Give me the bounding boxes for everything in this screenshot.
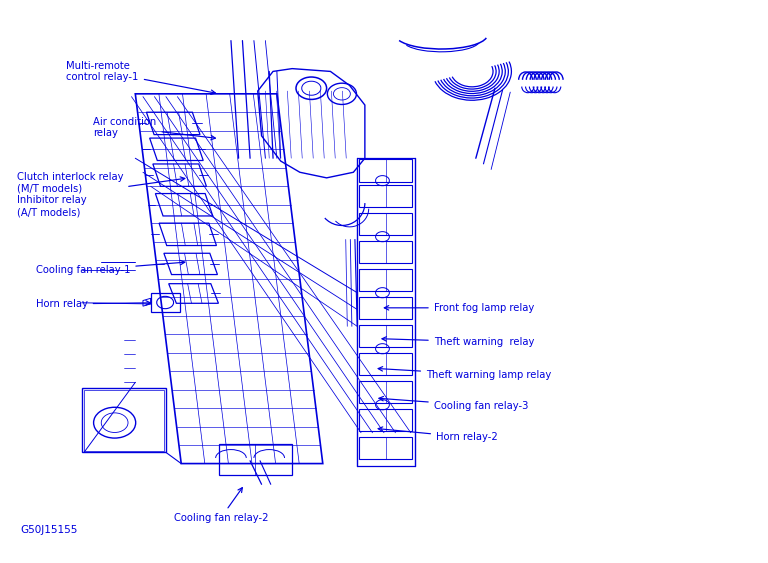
- Bar: [359, 352, 412, 375]
- Bar: [359, 213, 412, 235]
- Bar: [84, 390, 164, 451]
- Text: Front fog lamp relay: Front fog lamp relay: [384, 303, 534, 313]
- Text: Cooling fan relay-3: Cooling fan relay-3: [379, 396, 528, 411]
- Bar: [359, 437, 412, 459]
- Bar: [359, 185, 412, 207]
- Text: Air condition
relay: Air condition relay: [93, 117, 215, 140]
- Bar: [359, 159, 412, 182]
- Bar: [359, 269, 412, 291]
- Bar: [81, 388, 166, 452]
- Bar: [359, 381, 412, 403]
- Text: Horn relay: Horn relay: [36, 299, 151, 309]
- Bar: [359, 240, 412, 263]
- Text: Theft warning  relay: Theft warning relay: [382, 337, 534, 347]
- Bar: [359, 325, 412, 347]
- Text: Clutch interlock relay
(M/T models)
Inhibitor relay
(A/T models): Clutch interlock relay (M/T models) Inhi…: [17, 172, 185, 217]
- Bar: [151, 293, 180, 312]
- Text: Horn relay-2: Horn relay-2: [378, 427, 498, 443]
- Text: Theft warning lamp relay: Theft warning lamp relay: [378, 367, 551, 380]
- Bar: [359, 297, 412, 319]
- Text: G50J15155: G50J15155: [21, 525, 78, 535]
- Bar: [359, 409, 412, 431]
- Text: Cooling fan relay-1: Cooling fan relay-1: [36, 260, 185, 275]
- Text: Multi-remote
control relay-1: Multi-remote control relay-1: [67, 61, 216, 95]
- Text: Cooling fan relay-2: Cooling fan relay-2: [174, 488, 268, 523]
- Bar: [220, 444, 292, 475]
